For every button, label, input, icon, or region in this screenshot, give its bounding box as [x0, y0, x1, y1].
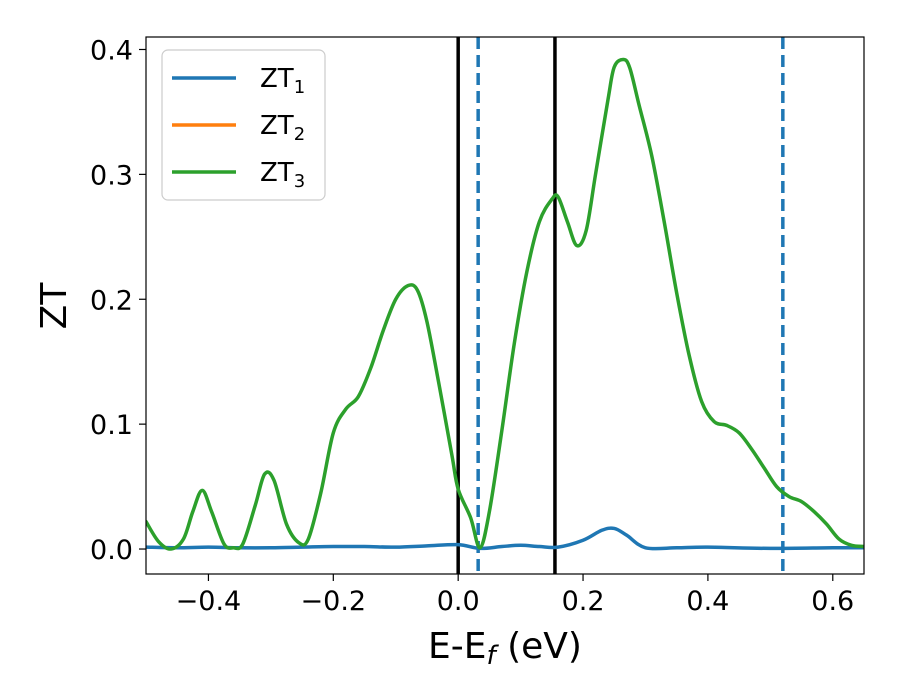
y-tick-label: 0.4 [90, 35, 133, 66]
legend-label-zt2: ZT2 [260, 111, 305, 145]
x-tick-label: 0.6 [811, 586, 854, 617]
plot-frame [145, 36, 865, 575]
x-axis-label: E-Ef (eV) [428, 626, 582, 671]
reference-lines [456, 37, 785, 574]
x-axis: −0.4 −0.2 0.0 0.2 0.4 0.6 [176, 574, 854, 617]
series-layer [146, 57, 864, 551]
x-tick-label: −0.2 [301, 586, 367, 617]
x-tick-label: 0.0 [437, 586, 480, 617]
y-tick-label: 0.2 [90, 285, 133, 316]
series-line-zt1 [146, 526, 864, 551]
series-line-zt3 [146, 57, 864, 551]
y-axis-label: ZT [34, 282, 75, 330]
y-tick-label: 0.1 [90, 410, 133, 441]
y-tick-label: 0.3 [90, 160, 133, 191]
y-axis: 0.0 0.1 0.2 0.3 0.4 [90, 35, 146, 566]
y-tick-label: 0.0 [90, 535, 133, 566]
legend-label-zt3: ZT3 [260, 158, 305, 192]
legend-frame [161, 49, 326, 201]
x-tick-label: −0.4 [176, 586, 242, 617]
x-tick-label: 0.4 [686, 586, 729, 617]
legend: ZT1 ZT2 ZT3 [161, 49, 326, 201]
legend-label-zt1: ZT1 [260, 64, 305, 98]
x-tick-label: 0.2 [562, 586, 605, 617]
